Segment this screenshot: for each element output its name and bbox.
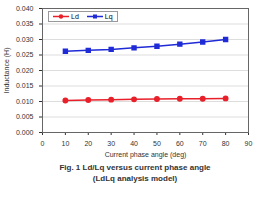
svg-text:Inductance (H): Inductance (H) xyxy=(3,48,11,94)
svg-text:0.005: 0.005 xyxy=(16,113,34,120)
svg-text:20: 20 xyxy=(84,140,92,147)
svg-text:70: 70 xyxy=(199,140,207,147)
svg-text:80: 80 xyxy=(222,140,230,147)
svg-text:40: 40 xyxy=(130,140,138,147)
html-text:Ld: Ld xyxy=(71,13,79,20)
svg-text:Current phase angle (deg): Current phase angle (deg) xyxy=(105,151,187,159)
svg-text:0.015: 0.015 xyxy=(16,82,34,89)
svg-text:0.000: 0.000 xyxy=(16,129,34,136)
svg-text:0: 0 xyxy=(41,140,45,147)
html-text:Fig. 1 Ld/Lq versus current ph: Fig. 1 Ld/Lq versus current phase angle xyxy=(59,163,211,172)
svg-text:60: 60 xyxy=(176,140,184,147)
svg-text:0.030: 0.030 xyxy=(16,36,34,43)
svg-text:90: 90 xyxy=(245,140,253,147)
svg-text:0.020: 0.020 xyxy=(16,67,34,74)
svg-text:0.040: 0.040 xyxy=(16,5,34,12)
svg-text:0.010: 0.010 xyxy=(16,98,34,105)
svg-text:10: 10 xyxy=(61,140,69,147)
svg-text:50: 50 xyxy=(153,140,161,147)
svg-text:0.025: 0.025 xyxy=(16,51,34,58)
svg-text:0.035: 0.035 xyxy=(16,20,34,27)
html-text:(LdLq analysis model): (LdLq analysis model) xyxy=(92,174,178,183)
svg-text:30: 30 xyxy=(107,140,115,147)
html-text:Lq: Lq xyxy=(104,13,113,20)
